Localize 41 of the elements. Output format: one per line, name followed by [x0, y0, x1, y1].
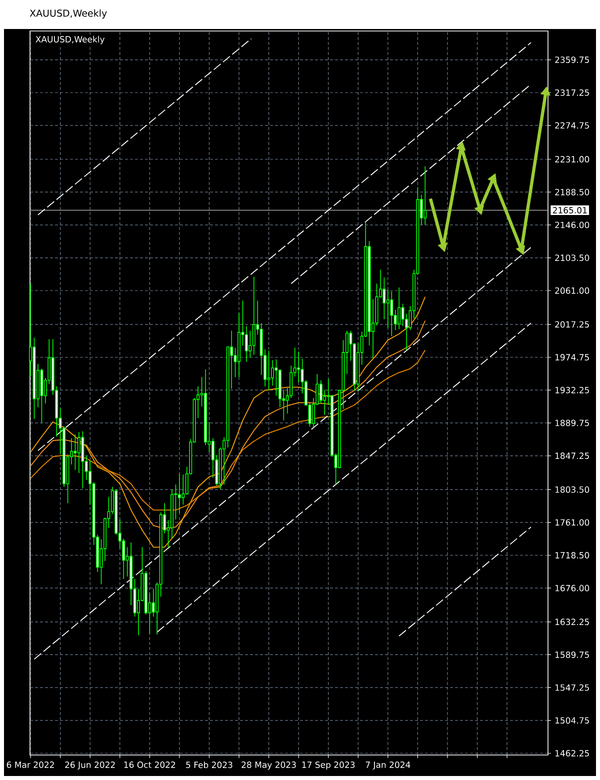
candlestick — [398, 287, 401, 330]
y-tick-label: 1632.25 — [555, 618, 589, 626]
y-tick-label: 2146.00 — [555, 222, 590, 228]
y-tick-label: 1547.25 — [555, 684, 589, 691]
chart-title: XAUUSD,Weekly — [30, 9, 107, 19]
candlestick — [40, 368, 44, 424]
y-tick-label: 1974.75 — [555, 354, 589, 360]
y-tick-label: 2359.75 — [555, 56, 589, 63]
y-tick-label: 2317.25 — [555, 89, 589, 96]
y-tick-label: 1462.25 — [555, 750, 589, 756]
candlestick — [390, 290, 394, 337]
candlestick — [267, 350, 270, 391]
y-tick-label: 1847.25 — [555, 452, 589, 459]
y-tick-label: 1589.75 — [555, 652, 589, 658]
x-tick-label: 17 Sep 2023 — [302, 762, 355, 770]
x-tick-label: 16 Oct 2022 — [124, 762, 176, 768]
y-tick-label: 2231.00 — [555, 156, 590, 162]
ref-line-label: 2165.01 — [552, 207, 587, 214]
x-tick-label: 28 May 2023 — [242, 762, 296, 770]
y-tick-label: 2017.25 — [555, 321, 589, 328]
candlestick — [81, 430, 84, 489]
y-tick-label: 1889.75 — [555, 420, 589, 426]
y-tick-label: 2103.50 — [555, 254, 590, 261]
y-tick-label: 2061.00 — [555, 287, 590, 294]
y-tick-label: 1718.50 — [555, 552, 590, 558]
text: XAUUSD,Weekly — [36, 36, 105, 44]
y-tick-label: 1803.50 — [555, 486, 590, 493]
x-tick-label: 5 Feb 2023 — [186, 762, 232, 768]
candlestick — [424, 166, 427, 226]
x-tick-label: 26 Jun 2022 — [65, 762, 115, 770]
line-series — [30, 296, 426, 548]
x-tick-label: 7 Jan 2024 — [366, 762, 410, 770]
y-tick-label: 1932.25 — [555, 386, 589, 394]
y-tick-label: 1676.00 — [555, 584, 590, 592]
y-tick-label: 2274.75 — [555, 122, 589, 129]
x-tick-label: 6 Mar 2022 — [6, 762, 54, 768]
y-tick-label: 1504.75 — [555, 717, 589, 724]
candlestick — [74, 434, 77, 470]
y-tick-label: 2188.50 — [555, 188, 590, 196]
candlestick — [252, 276, 256, 356]
y-tick-label: 1761.00 — [555, 519, 590, 526]
